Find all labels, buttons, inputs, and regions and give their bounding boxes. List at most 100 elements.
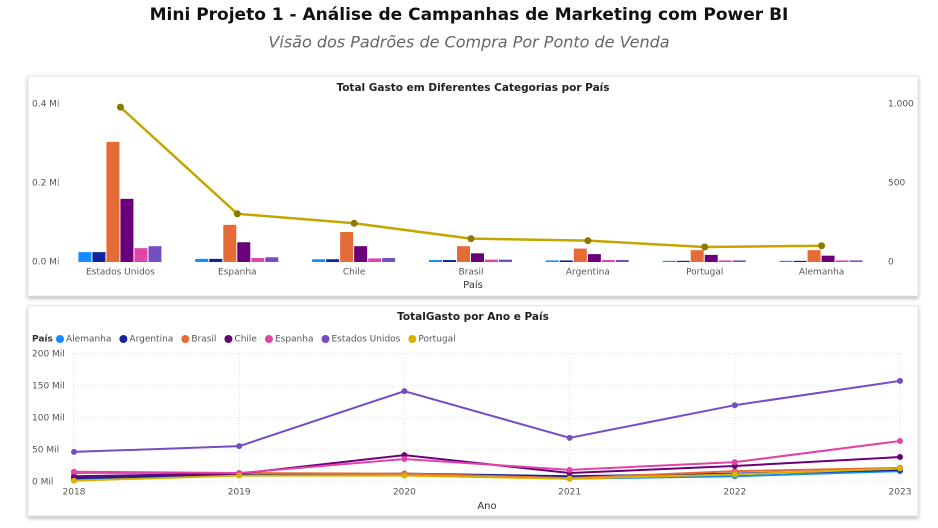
y-tick-label: 50 Mil <box>32 446 59 456</box>
marker <box>236 472 243 479</box>
marker <box>116 103 124 111</box>
bar <box>148 246 162 262</box>
bar <box>779 260 793 262</box>
marker <box>897 438 903 445</box>
marker <box>350 219 358 227</box>
y-tick-label: 150 Mil <box>32 382 65 392</box>
bar <box>443 260 456 262</box>
x-axis-label: Ano <box>477 501 496 512</box>
x-tick-label: 2018 <box>63 488 86 498</box>
line <box>73 440 901 475</box>
marker <box>233 210 241 218</box>
y-tick-label: 0 Mil <box>32 478 53 488</box>
marker <box>897 377 903 384</box>
page-title: Mini Projeto 1 - Análise de Campanhas de… <box>150 5 789 25</box>
bar <box>499 259 512 262</box>
bar <box>849 260 863 262</box>
bar <box>601 260 615 262</box>
x-tick-label: Espanha <box>218 268 257 278</box>
legend-label: Chile <box>234 335 257 345</box>
page-subtitle: Visão dos Padrões de Compra Por Ponto de… <box>268 33 669 52</box>
bar <box>835 260 849 262</box>
bar <box>326 259 340 262</box>
bar <box>265 257 279 262</box>
chart-title: Total Gasto em Diferentes Categorias por… <box>336 82 609 94</box>
x-tick-label: Estados Unidos <box>86 268 155 278</box>
chart-title: TotalGasto por Ano e País <box>397 311 549 323</box>
y-tick-label: 0.2 Mi <box>32 179 59 189</box>
legend-swatch <box>408 335 417 343</box>
legend-swatch <box>181 335 190 343</box>
bar <box>545 260 559 262</box>
x-tick-label: 2023 <box>889 488 912 498</box>
y-tick-label: 0.0 Mi <box>32 258 59 268</box>
bar <box>587 254 601 262</box>
marker <box>818 242 826 250</box>
y2-tick-label: 1.000 <box>888 100 914 110</box>
x-axis-label: País <box>463 279 483 291</box>
x-tick-label: Alemanha <box>799 268 844 278</box>
bar <box>457 246 470 262</box>
legend-swatch <box>321 335 330 343</box>
bar <box>106 141 120 262</box>
line <box>73 379 901 453</box>
bar <box>471 253 484 262</box>
y-tick-label: 100 Mil <box>32 414 65 424</box>
x-tick-label: Argentina <box>566 268 610 278</box>
marker <box>71 477 77 484</box>
bar <box>237 242 251 262</box>
x-tick-label: 2021 <box>558 488 581 498</box>
bar <box>485 259 498 262</box>
y-tick-label: 200 Mil <box>32 350 65 360</box>
x-tick-label: 2020 <box>393 488 416 498</box>
y2-tick-label: 0 <box>888 258 894 268</box>
legend-label: Brasil <box>191 335 216 345</box>
bar <box>340 231 354 262</box>
legend-swatch <box>264 335 273 343</box>
marker <box>566 466 573 473</box>
marker <box>566 475 573 482</box>
legend-label: Espanha <box>275 335 314 345</box>
bar <box>78 252 92 262</box>
x-tick-label: Brasil <box>458 268 483 278</box>
marker <box>731 459 738 466</box>
bar <box>690 250 704 262</box>
bar <box>793 260 807 262</box>
bar <box>251 258 265 262</box>
marker <box>584 237 592 245</box>
marker <box>701 243 709 251</box>
bar <box>732 260 746 262</box>
marker <box>566 434 573 441</box>
bar <box>573 248 587 262</box>
legend-swatch <box>119 335 128 343</box>
bar <box>704 254 718 262</box>
bar <box>821 255 835 262</box>
bar <box>368 258 382 262</box>
bar <box>134 248 148 262</box>
legend-swatch <box>224 335 233 343</box>
marker <box>401 388 408 395</box>
bar <box>676 260 690 262</box>
x-tick-label: Chile <box>343 268 366 278</box>
marker <box>401 455 408 462</box>
marker <box>71 468 77 475</box>
legend-label: Estados Unidos <box>331 335 400 345</box>
legend-label: Portugal <box>418 335 455 345</box>
bar <box>718 260 732 262</box>
marker <box>71 473 77 480</box>
bar <box>429 260 442 262</box>
line <box>73 467 901 482</box>
marker <box>401 472 408 479</box>
bar <box>209 258 223 262</box>
bar <box>615 260 629 262</box>
panel <box>27 75 919 297</box>
marker <box>467 235 475 243</box>
x-tick-label: 2019 <box>228 488 251 498</box>
bar <box>807 250 821 262</box>
bar <box>382 258 396 262</box>
legend-swatch <box>56 335 64 343</box>
marker <box>731 402 738 409</box>
x-tick-label: Portugal <box>686 268 723 278</box>
legend-label: Alemanha <box>66 335 111 345</box>
